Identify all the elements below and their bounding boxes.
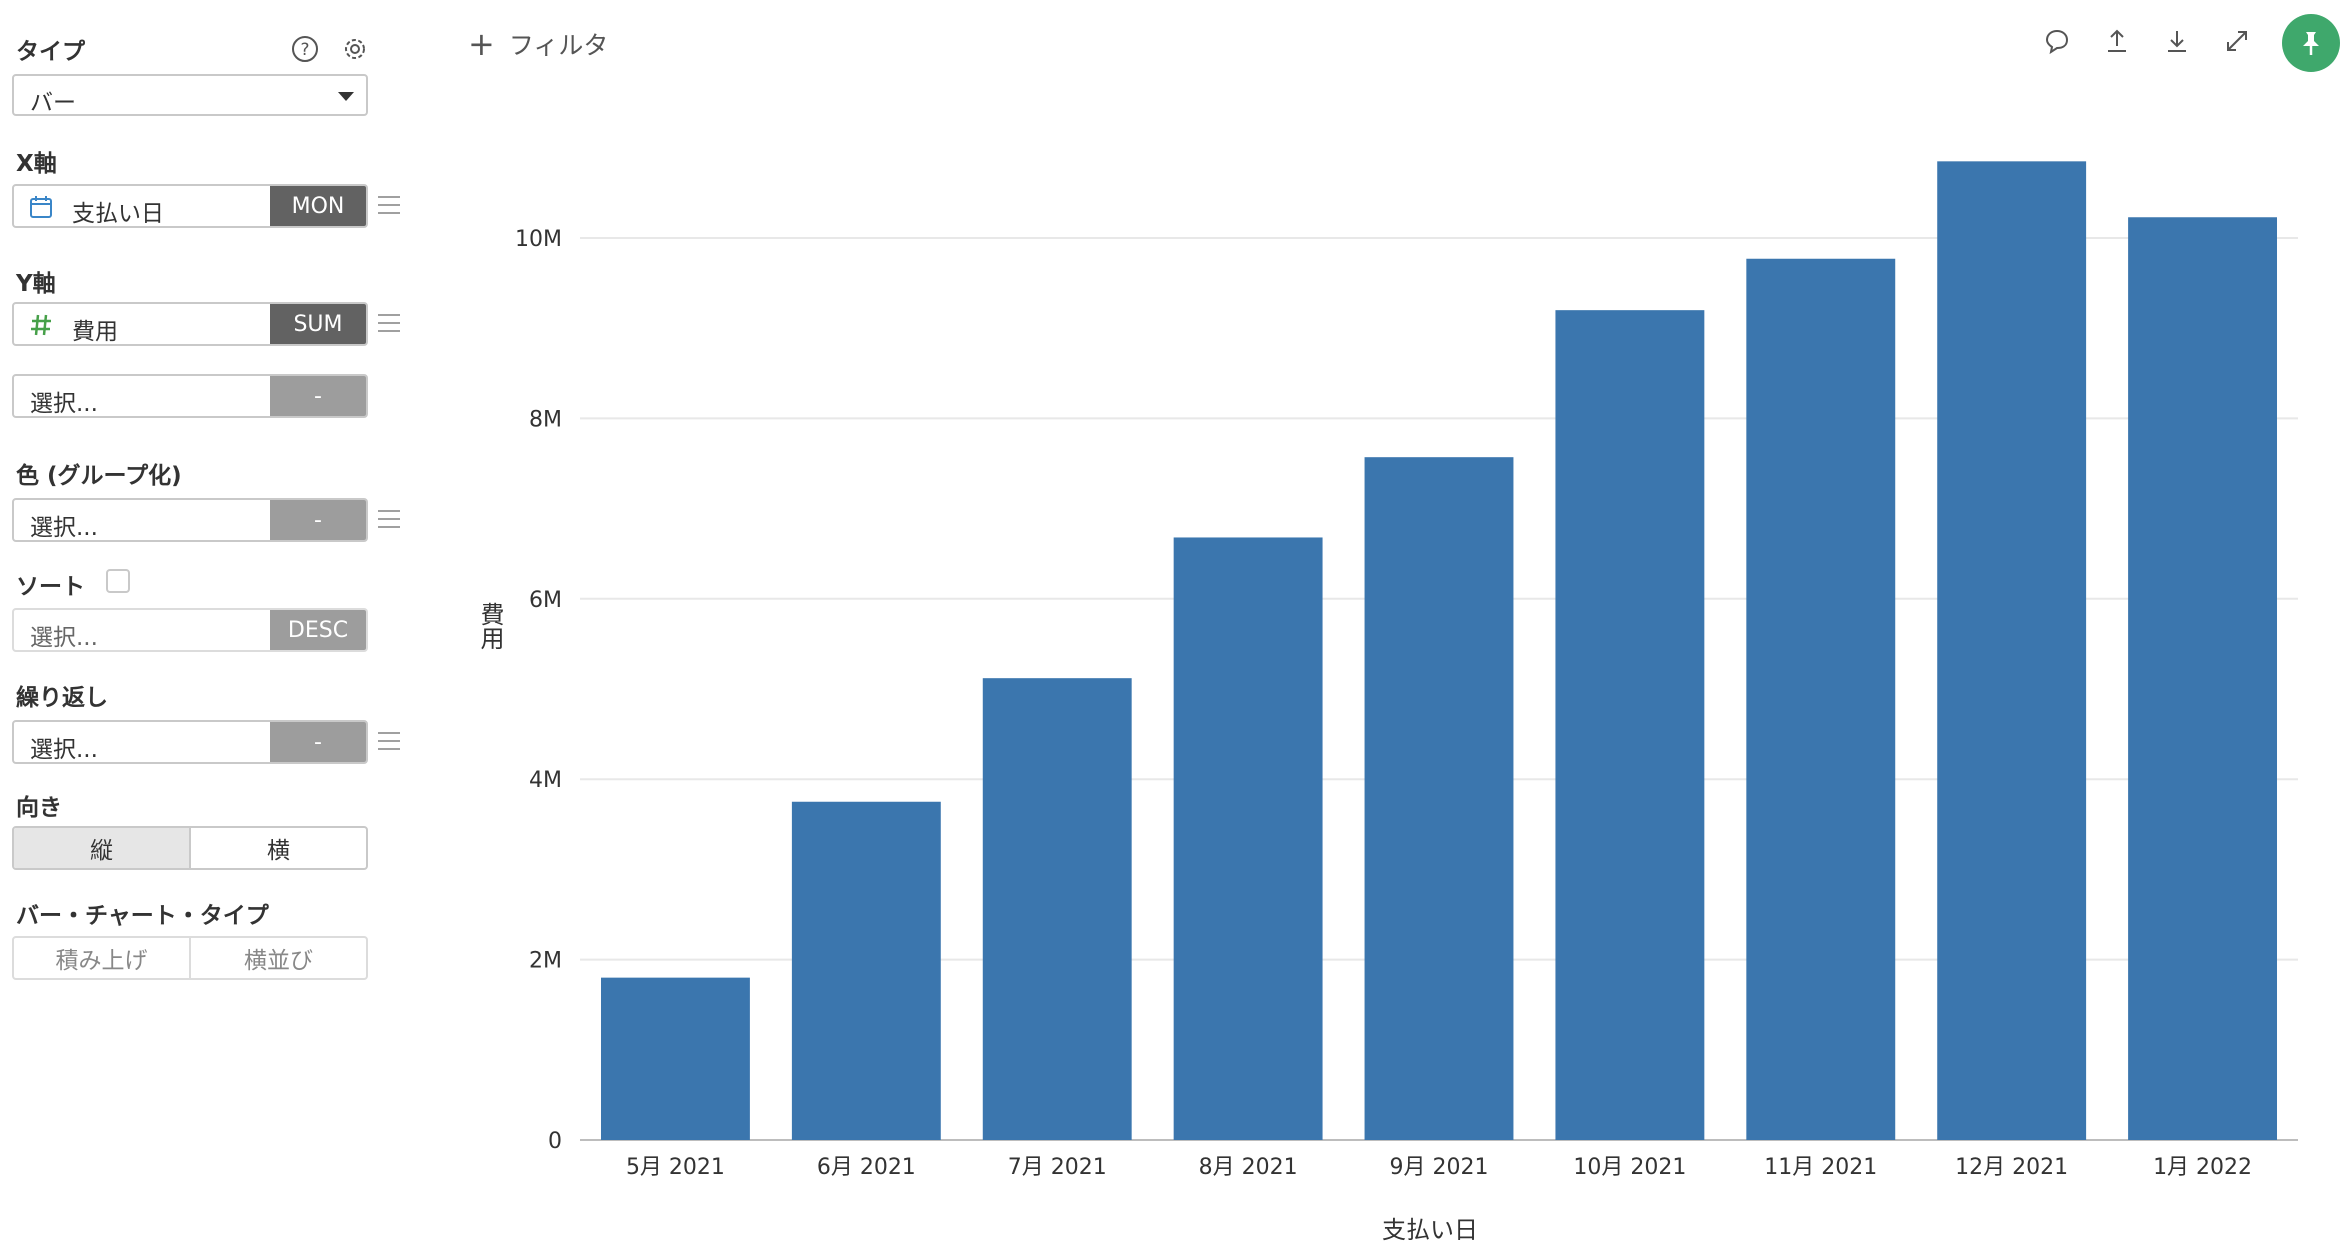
bar-chart: 0 2M 4M 6M 8M 10M 5月 2021 6月 2021 7月 2021 8月 2021… xyxy=(515,161,2298,1180)
chart-type-value: バー xyxy=(30,90,76,116)
download-icon[interactable] xyxy=(2160,24,2194,58)
chevron-down-icon xyxy=(338,92,354,101)
type-label: タイプ xyxy=(16,39,85,65)
x-tick-label: 6月 2021 xyxy=(817,1155,916,1180)
yaxis-aggregation-button[interactable]: SUM xyxy=(270,304,366,344)
x-tick-label: 8月 2021 xyxy=(1199,1155,1298,1180)
bar-chart-type-label: バー・チャート・タイプ xyxy=(16,903,269,929)
bar xyxy=(791,801,941,1140)
sort-placeholder: 選択... xyxy=(30,625,98,651)
y-tick-label: 4M xyxy=(529,768,562,793)
comment-icon[interactable] xyxy=(2040,24,2074,58)
repeat-placeholder: 選択... xyxy=(30,737,98,763)
color-placeholder: 選択... xyxy=(30,515,98,541)
upload-icon[interactable] xyxy=(2100,24,2134,58)
yaxis2-placeholder: 選択... xyxy=(30,391,98,417)
hash-icon xyxy=(31,314,51,336)
bar xyxy=(600,977,750,1140)
chart-toolbar xyxy=(2040,24,2254,58)
repeat-menu-icon[interactable] xyxy=(378,732,400,750)
orientation-vertical-option[interactable]: 縦 xyxy=(14,828,189,868)
bar xyxy=(1937,161,2087,1140)
bar xyxy=(1173,537,1323,1140)
y-tick-label: 2M xyxy=(529,949,562,974)
yaxis2-field[interactable]: 選択... - xyxy=(12,374,368,418)
yaxis2-aggregation-button[interactable]: - xyxy=(270,376,366,416)
y-axis-title: 費用 xyxy=(476,602,504,650)
x-tick-label: 7月 2021 xyxy=(1008,1155,1107,1180)
chart-type-select[interactable]: バー xyxy=(12,74,368,116)
y-tick-label: 6M xyxy=(529,588,562,613)
sort-field[interactable]: 選択... DESC xyxy=(12,608,368,652)
repeat-aggregation-button[interactable]: - xyxy=(270,722,366,762)
yaxis-menu-icon[interactable] xyxy=(378,314,400,332)
pin-button[interactable] xyxy=(2282,14,2340,72)
pin-icon xyxy=(2303,32,2319,55)
xaxis-aggregation-button[interactable]: MON xyxy=(270,186,366,226)
plus-icon: + xyxy=(468,25,495,63)
bar-type-stacked-option[interactable]: 積み上げ xyxy=(55,948,148,974)
xaxis-label: X軸 xyxy=(16,151,57,177)
x-tick-label: 10月 2021 xyxy=(1573,1155,1686,1180)
help-circle-icon[interactable]: ? xyxy=(290,34,320,64)
xaxis-field[interactable]: 支払い日 MON xyxy=(12,184,368,228)
sort-order-button[interactable]: DESC xyxy=(270,610,366,650)
color-aggregation-button[interactable]: - xyxy=(270,500,366,540)
gear-icon[interactable] xyxy=(340,34,370,64)
bar-chart-type-toggle: 積み上げ 横並び xyxy=(12,936,368,980)
bar-type-grouped-option[interactable]: 横並び xyxy=(189,938,366,978)
xaxis-field-name: 支払い日 xyxy=(72,201,164,227)
color-field[interactable]: 選択... - xyxy=(12,498,368,542)
x-axis-title: 支払い日 xyxy=(1382,1216,1478,1244)
type-tools: ? xyxy=(290,34,370,64)
orientation-horizontal-option[interactable]: 横 xyxy=(189,828,366,868)
bar xyxy=(982,678,1132,1140)
orientation-toggle: 縦 横 xyxy=(12,826,368,870)
orientation-label: 向き xyxy=(16,795,62,821)
color-label: 色 (グループ化) xyxy=(16,463,182,489)
sort-label: ソート xyxy=(16,574,85,600)
xaxis-menu-icon[interactable] xyxy=(378,196,400,214)
bar xyxy=(1746,258,1896,1141)
yaxis-field-name: 費用 xyxy=(72,319,118,345)
y-tick-label: 10M xyxy=(515,227,562,252)
calendar-icon xyxy=(30,196,52,218)
x-tick-label: 5月 2021 xyxy=(626,1155,725,1180)
add-filter-button[interactable]: + フィルタ xyxy=(468,26,608,62)
expand-icon[interactable] xyxy=(2220,24,2254,58)
color-menu-icon[interactable] xyxy=(378,510,400,528)
svg-text:?: ? xyxy=(300,40,309,60)
sort-checkbox[interactable] xyxy=(106,569,130,593)
x-tick-label: 12月 2021 xyxy=(1955,1155,2068,1180)
bar xyxy=(1555,310,1705,1140)
yaxis-label: Y軸 xyxy=(16,271,56,297)
x-tick-label: 1月 2022 xyxy=(2153,1155,2252,1180)
chart-config-sidebar: タイプ ? バー X軸 支払い日 MON Y軸 費用 SUM 選択... - 色… xyxy=(0,0,420,1252)
x-tick-label: 9月 2021 xyxy=(1390,1155,1489,1180)
repeat-field[interactable]: 選択... - xyxy=(12,720,368,764)
x-tick-label: 11月 2021 xyxy=(1764,1155,1877,1180)
y-tick-label: 8M xyxy=(529,407,562,432)
bar xyxy=(1364,457,1514,1140)
yaxis-field[interactable]: 費用 SUM xyxy=(12,302,368,346)
filter-label: フィルタ xyxy=(508,31,609,60)
repeat-label: 繰り返し xyxy=(16,685,108,711)
bar xyxy=(2128,217,2278,1140)
y-tick-label: 0 xyxy=(548,1129,562,1154)
